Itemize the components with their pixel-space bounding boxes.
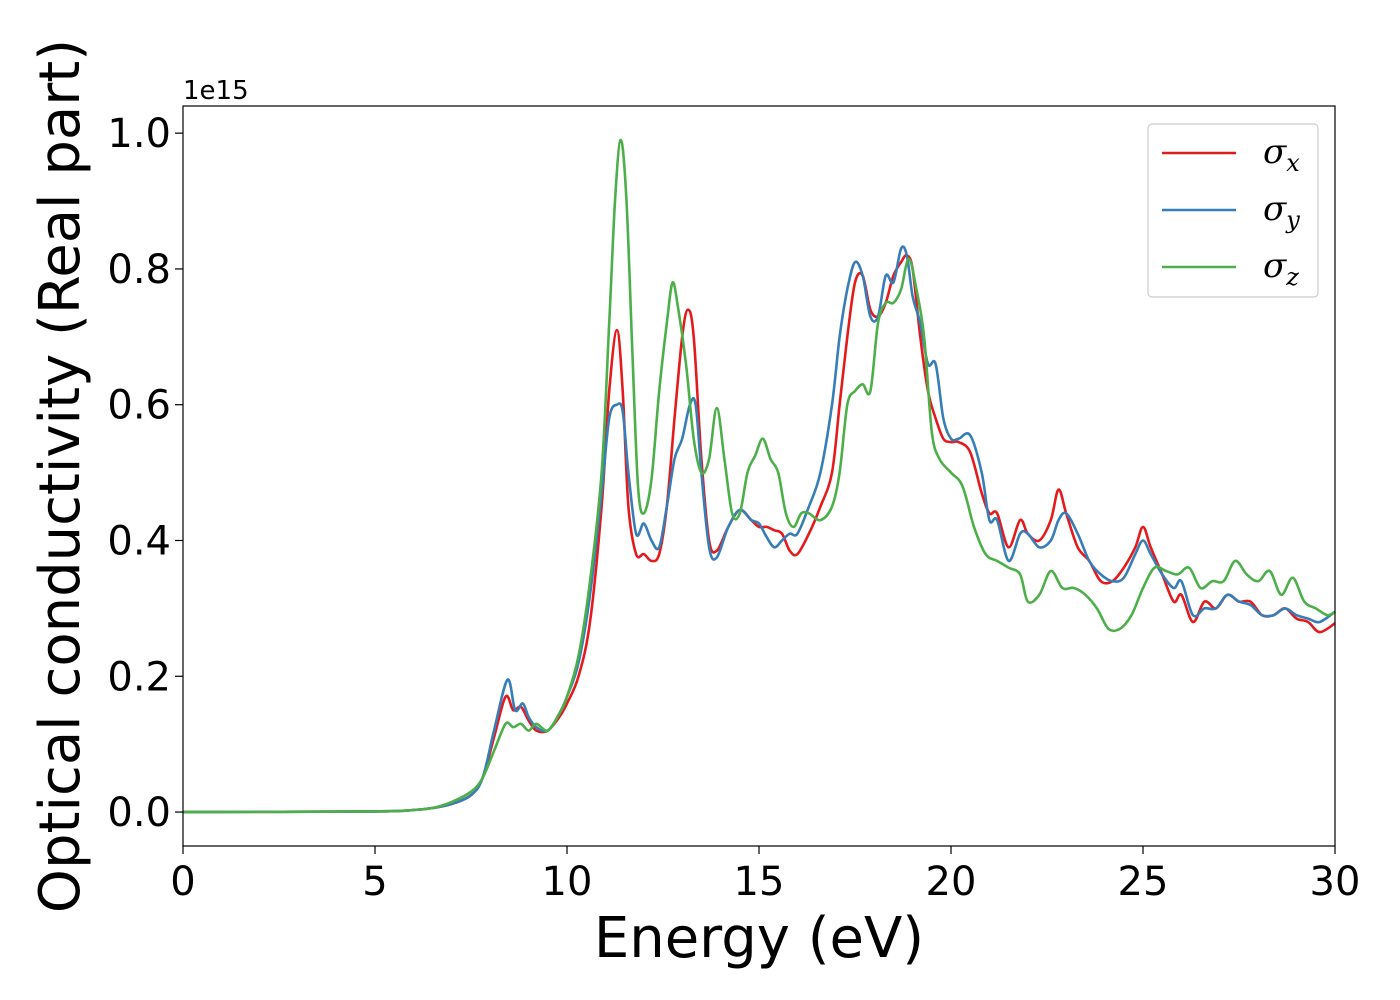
x-axis-ticks: 0 5 10 15 20 25 30 — [170, 846, 1360, 905]
y-offset-label: 1e15 — [183, 76, 249, 106]
x-tick-label: 30 — [1310, 859, 1361, 905]
y-tick-label: 0.6 — [107, 383, 171, 429]
x-axis-title: Energy (eV) — [594, 906, 924, 971]
y-tick-label: 0.0 — [107, 790, 171, 836]
legend-label-sigma-y: σy — [1263, 189, 1300, 234]
series-line-sigma-y — [182, 245, 1336, 814]
series-line-sigma-x — [182, 253, 1336, 814]
y-axis-ticks: 0.0 0.2 0.4 0.6 0.8 1.0 — [107, 111, 183, 836]
x-tick-label: 0 — [170, 859, 195, 905]
legend: σx σy σz — [1147, 123, 1319, 298]
legend-label-sigma-x: σx — [1263, 132, 1300, 177]
y-tick-label: 0.4 — [107, 518, 171, 564]
y-tick-label: 0.2 — [107, 654, 171, 700]
x-tick-label: 15 — [734, 859, 785, 905]
series-layer — [182, 138, 1336, 814]
x-tick-label: 25 — [1118, 859, 1169, 905]
y-tick-label: 1.0 — [107, 111, 171, 157]
y-tick-label: 0.8 — [107, 247, 171, 293]
x-tick-label: 5 — [362, 859, 387, 905]
x-tick-label: 20 — [926, 859, 977, 905]
legend-label-sigma-z: σz — [1263, 246, 1299, 291]
y-axis-title: Optical conductivity (Real part) — [28, 39, 93, 913]
x-tick-label: 10 — [542, 859, 593, 905]
series-line-sigma-z — [182, 138, 1336, 814]
